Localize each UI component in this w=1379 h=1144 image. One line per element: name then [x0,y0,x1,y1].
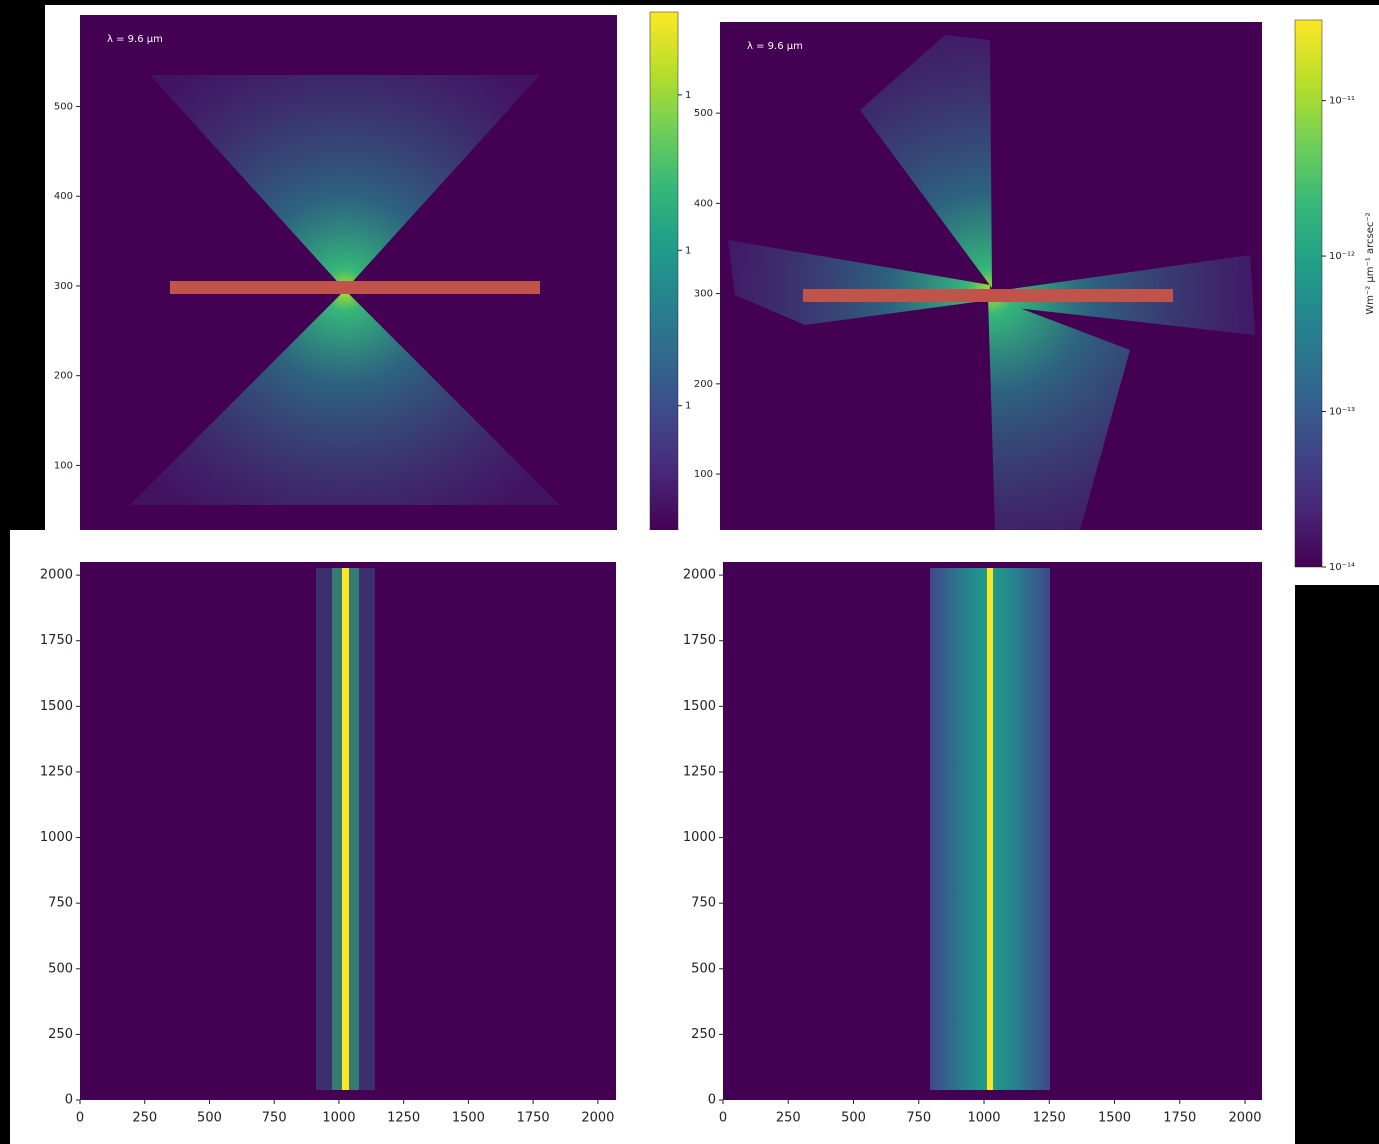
y-tick-label: 250 [691,1027,716,1042]
y-tick-label: 0 [708,1093,716,1108]
trace [987,568,993,1090]
colorbar-tick-label: 10⁻¹³ [1329,407,1355,418]
y-tick-label: 1000 [40,830,73,845]
y-tick-label: 100 [694,469,713,480]
image [80,15,617,530]
x-tick-label: 1000 [322,1111,355,1126]
y-tick-label: 500 [694,108,713,119]
y-tick-label: 1750 [40,633,73,648]
panel: 100 200 300 400 500 λ = 9.6 μm 1 1 1 [45,5,700,531]
y-tick-label: 1250 [683,764,716,779]
colorbar-tick-label: 10⁻¹¹ [1329,96,1355,107]
panel: 0 250 500 750 1000 1250 1500 1750 2000 0 250 500 750… [640,530,1295,1144]
colorbar-scale [649,11,679,531]
y-tick-label: 250 [48,1027,73,1042]
x-tick-label: 1000 [967,1111,1000,1126]
y-tick-label: 200 [54,371,73,382]
lobe [988,296,1130,530]
x-tick-label: 750 [906,1111,931,1126]
y-tick-label: 1500 [683,699,716,714]
y-tick-label: 750 [691,896,716,911]
panel: 0 250 500 750 1000 1250 1500 1750 2000 0 250 500 750… [10,530,640,1144]
image [720,22,1262,530]
colorbar-scale [1294,19,1323,568]
lobe [860,35,992,288]
colorbar-tick-label: 10⁻¹⁴ [1329,562,1355,573]
colorbar: 10⁻¹¹ 10⁻¹² 10⁻¹³ 10⁻¹⁴ Wm⁻² μm⁻¹ arcsec⁻² [1294,19,1376,573]
y-tick-label: 400 [54,191,73,202]
x-tick-label: 1500 [1098,1111,1131,1126]
x-tick-label: 750 [262,1111,287,1126]
x-tick-label: 500 [841,1111,866,1126]
x-tick-label: 1250 [1033,1111,1066,1126]
y-tick-label: 500 [48,961,73,976]
slit [803,289,1173,302]
y-tick-label: 0 [65,1093,73,1108]
x-tick-label: 250 [132,1111,157,1126]
panel: 100 200 300 400 500 λ = 9.6 μm [694,5,1379,585]
y-tick-label: 500 [54,102,73,113]
y-tick-label: 2000 [40,568,73,583]
x-tick-label: 2000 [1228,1111,1261,1126]
colorbar-tick-label: 1 [685,245,691,256]
x-tick-label: 1750 [517,1111,550,1126]
cone [150,75,540,290]
y-tick-label: 400 [694,198,713,209]
y-tick-label: 500 [691,961,716,976]
x-tick-label: 500 [197,1111,222,1126]
x-tick-label: 250 [776,1111,801,1126]
y-tick-label: 1250 [40,764,73,779]
cone [130,290,560,505]
colorbar-tick-label: 1 [685,90,691,101]
x-tick-label: 1500 [452,1111,485,1126]
colorbar-tick-label: 1 [685,401,691,412]
annotation: λ = 9.6 μm [107,34,163,45]
annotation: λ = 9.6 μm [747,41,803,52]
colorbar-label: Wm⁻² μm⁻¹ arcsec⁻² [1365,212,1376,314]
x-tick-label: 1250 [387,1111,420,1126]
y-tick-label: 300 [54,281,73,292]
y-tick-label: 1500 [40,699,73,714]
colorbar-tick-label: 10⁻¹² [1329,251,1355,262]
slit [170,281,540,294]
y-tick-label: 1000 [683,830,716,845]
x-tick-label: 2000 [581,1111,614,1126]
x-tick-label: 1750 [1163,1111,1196,1126]
y-tick-label: 300 [694,289,713,300]
lobe [728,240,990,325]
y-tick-label: 1750 [683,633,716,648]
x-tick-label: 0 [719,1111,727,1126]
trace [342,568,349,1090]
y-tick-label: 750 [48,896,73,911]
y-tick-label: 100 [54,460,73,471]
y-tick-label: 200 [694,379,713,390]
x-tick-label: 0 [76,1111,84,1126]
y-tick-label: 2000 [683,568,716,583]
